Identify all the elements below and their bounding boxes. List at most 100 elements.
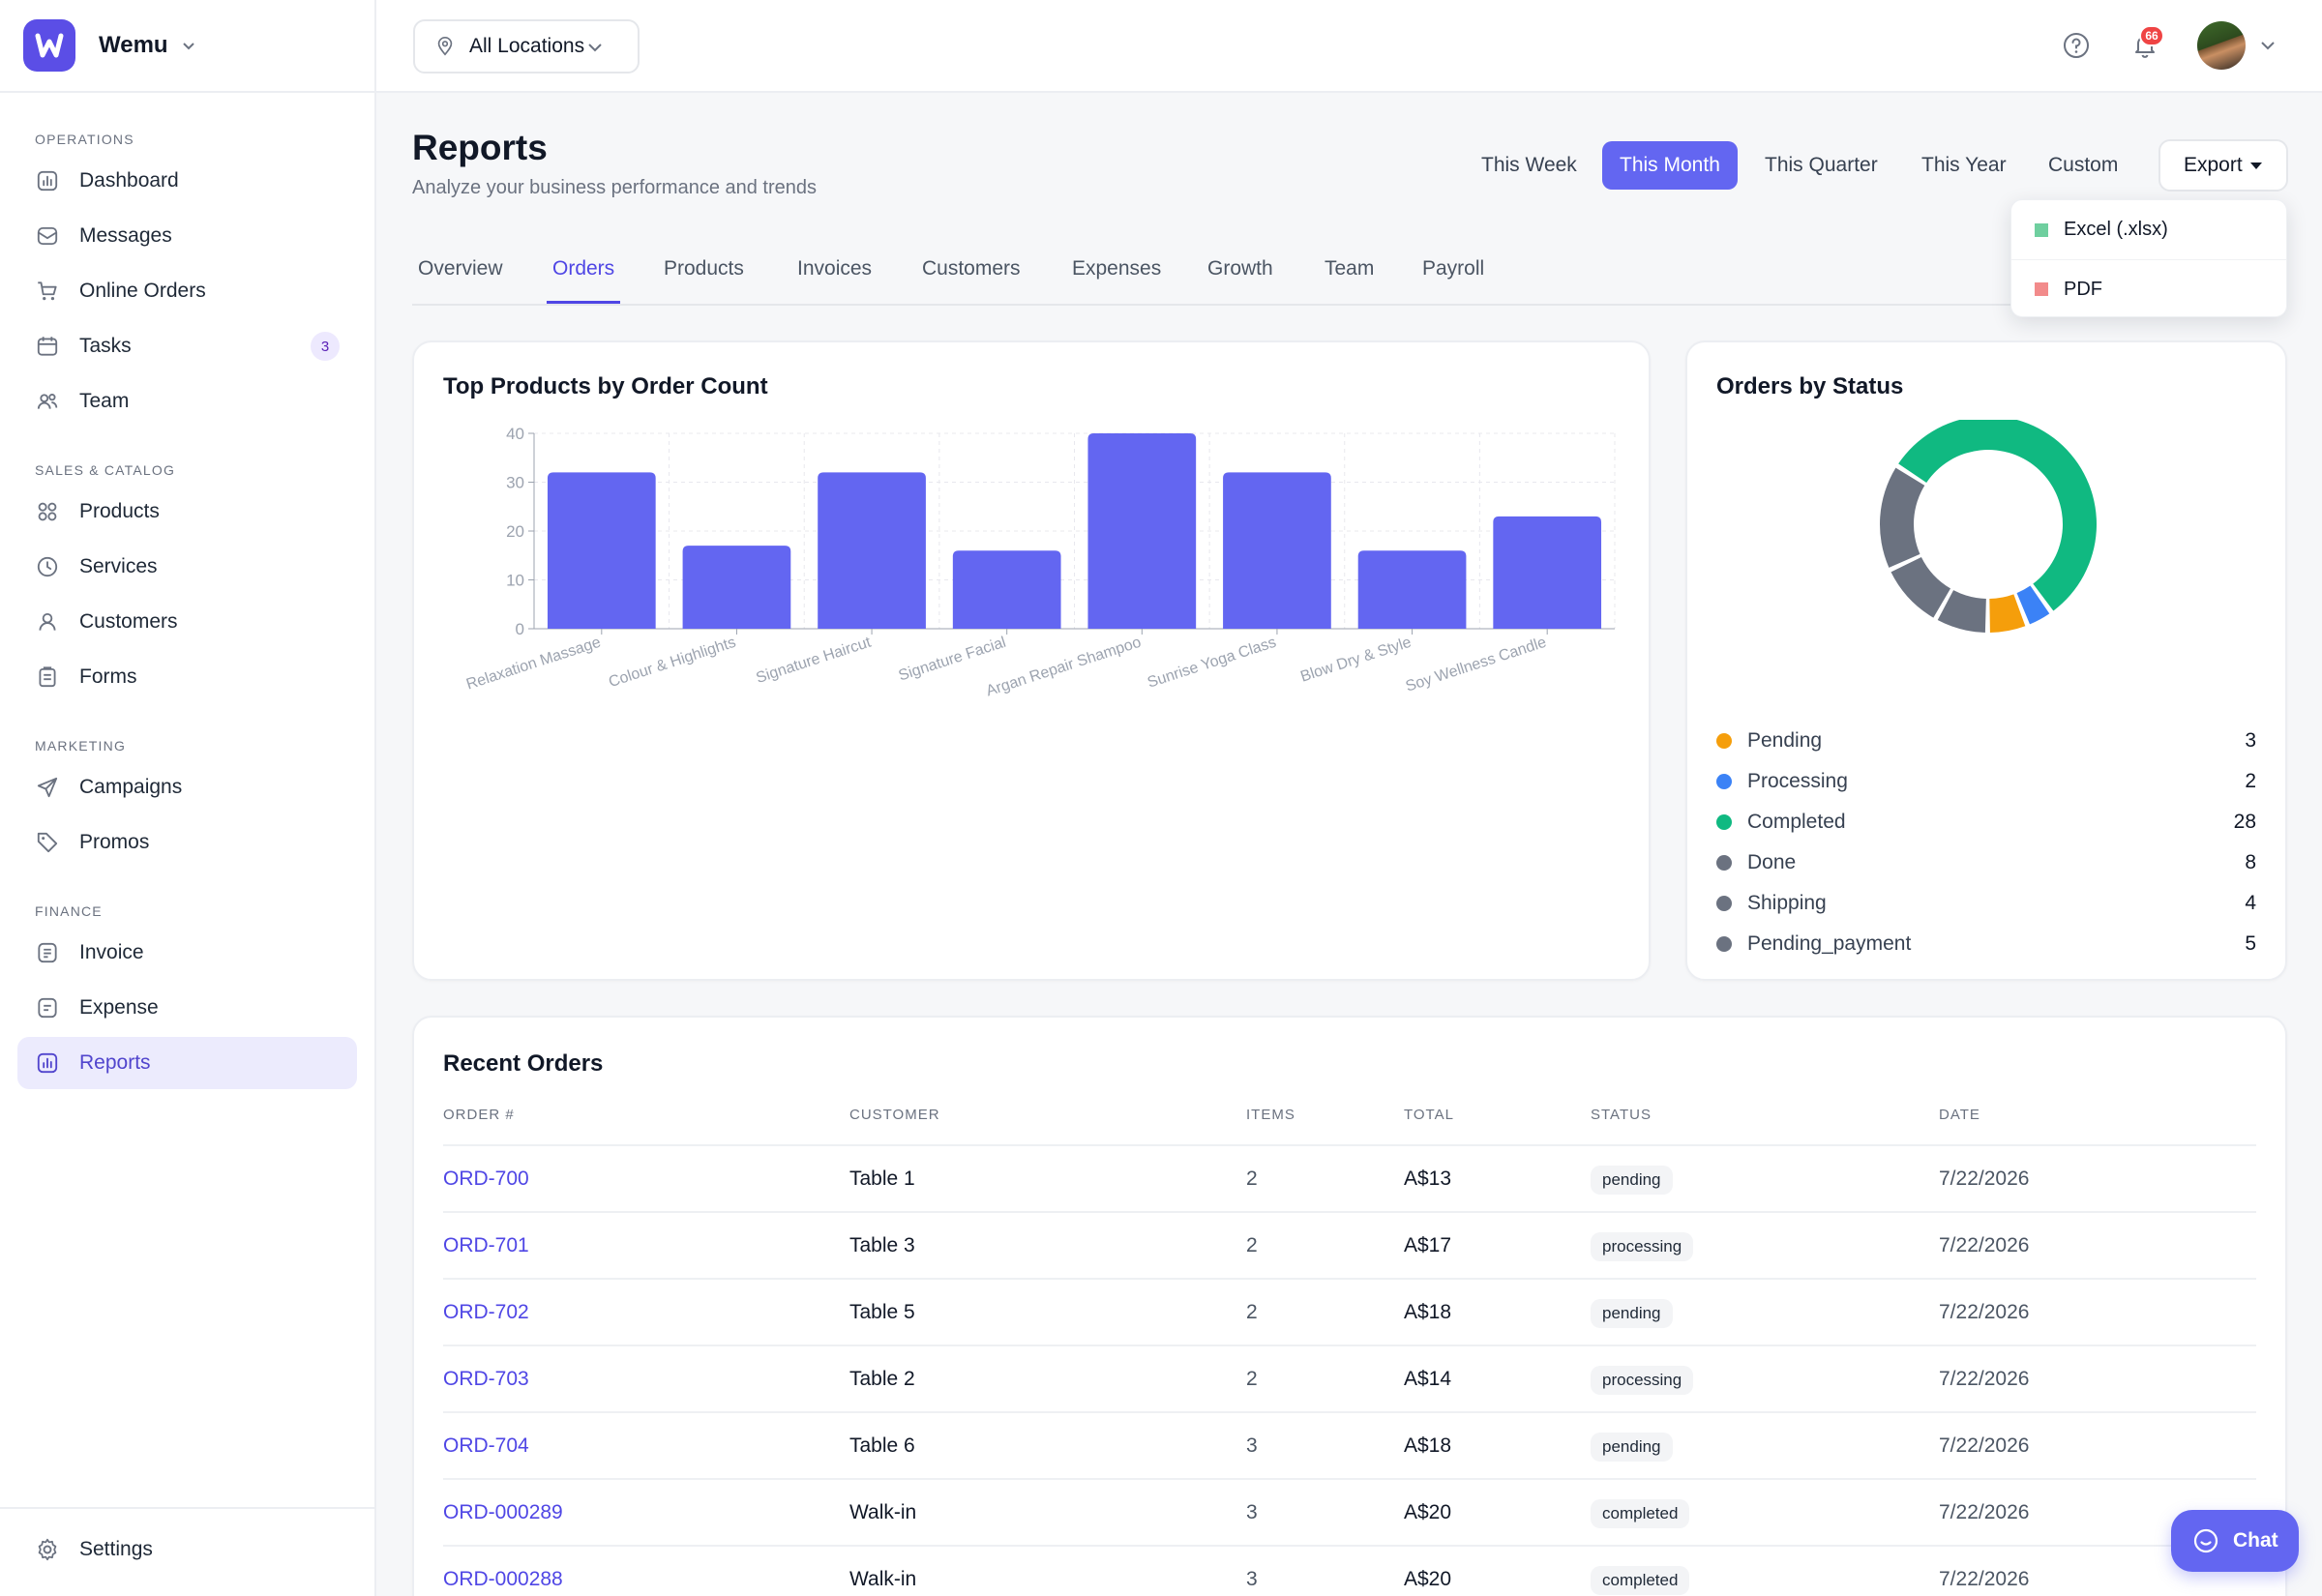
sidebar-item-services[interactable]: Services [17, 541, 357, 593]
donut-slice-shipping[interactable] [1937, 590, 1986, 633]
wemu-logo [23, 19, 75, 72]
legend-dot [1716, 896, 1732, 911]
bar[interactable] [1357, 550, 1467, 629]
sidebar-item-promos[interactable]: Promos [17, 816, 357, 869]
bar[interactable] [1223, 472, 1331, 629]
tab-expenses[interactable]: Expenses [1072, 257, 1162, 280]
page-subtitle: Analyze your business performance and tr… [412, 177, 818, 198]
sidebar-item-label: Online Orders [79, 280, 206, 302]
tab-payroll[interactable]: Payroll [1422, 257, 1485, 280]
recent-orders-card: Recent Orders ORDER # CUSTOMER ITEMS TOT… [412, 1016, 2287, 1596]
order-link[interactable]: ORD-701 [443, 1234, 529, 1256]
bar[interactable] [1087, 433, 1197, 629]
period-this-quarter[interactable]: This Quarter [1765, 154, 1878, 176]
legend-label: Pending_payment [1747, 932, 1912, 955]
sidebar-item-expense[interactable]: Expense [17, 982, 357, 1034]
tab-invoices[interactable]: Invoices [797, 257, 873, 280]
inbox-icon [37, 226, 58, 246]
donut-slice-completed[interactable] [1898, 420, 2098, 611]
table-row[interactable]: ORD-000288 Walk-in 3 A$20 completed 7/22/2026 [443, 1545, 2256, 1596]
order-link[interactable]: ORD-704 [443, 1434, 529, 1457]
sidebar-item-team[interactable]: Team [17, 375, 357, 428]
help-icon[interactable] [2062, 31, 2091, 60]
tab-orders[interactable]: Orders [547, 257, 621, 304]
bar[interactable] [1493, 516, 1602, 629]
period-custom[interactable]: Custom [2048, 154, 2119, 176]
export-pdf-option[interactable]: PDF [2011, 259, 2286, 318]
table-row[interactable]: ORD-704 Table 6 3 A$18 pending 7/22/2026 [443, 1411, 2256, 1478]
order-link[interactable]: ORD-702 [443, 1301, 529, 1323]
period-this-year[interactable]: This Year [1921, 154, 2007, 176]
sidebar-item-dashboard[interactable]: Dashboard [17, 155, 357, 207]
legend-item: Completed 28 [1716, 808, 2256, 837]
y-tick-label: 10 [506, 572, 524, 590]
export-button[interactable]: Export [2158, 139, 2288, 192]
sidebar-section-label: MARKETING [35, 738, 127, 754]
avatar[interactable] [2197, 21, 2246, 70]
sidebar-item-online-orders[interactable]: Online Orders [17, 265, 357, 317]
sidebar-item-settings[interactable]: Settings [17, 1523, 357, 1576]
sidebar-item-label: Settings [79, 1538, 153, 1560]
sidebar-item-messages[interactable]: Messages [17, 210, 357, 262]
bar[interactable] [818, 472, 926, 629]
sidebar-section-label: OPERATIONS [35, 132, 134, 147]
sidebar-footer: Settings [0, 1507, 374, 1579]
tab-customers[interactable]: Customers [922, 257, 1021, 280]
table-row[interactable]: ORD-701 Table 3 2 A$17 processing 7/22/2026 [443, 1211, 2256, 1278]
table-row[interactable]: ORD-702 Table 5 2 A$18 pending 7/22/2026 [443, 1278, 2256, 1345]
order-link[interactable]: ORD-703 [443, 1368, 529, 1390]
brand[interactable]: Wemu [0, 0, 374, 93]
x-tick-label: Soy Wellness Candle [1404, 635, 1549, 695]
period-this-week[interactable]: This Week [1481, 154, 1577, 176]
export-excel-option[interactable]: Excel (.xlsx) [2011, 200, 2286, 259]
date-cell: 7/22/2026 [1939, 1434, 2030, 1457]
chat-button[interactable]: Chat [2171, 1510, 2299, 1572]
sidebar-item-products[interactable]: Products [17, 486, 357, 538]
donut-slice-pending[interactable] [1989, 594, 2026, 633]
donut-slice-processing[interactable] [2016, 585, 2050, 625]
legend-item: Processing 2 [1716, 767, 2256, 796]
tab-growth[interactable]: Growth [1207, 257, 1273, 280]
legend-value: 8 [2245, 851, 2256, 873]
period-this-month[interactable]: This Month [1602, 141, 1738, 190]
tab-overview[interactable]: Overview [418, 257, 503, 280]
bar[interactable] [682, 546, 791, 629]
sidebar-item-campaigns[interactable]: Campaigns [17, 761, 357, 813]
legend-value: 3 [2245, 729, 2256, 752]
tab-products[interactable]: Products [664, 257, 744, 280]
sidebar-item-forms[interactable]: Forms [17, 651, 357, 703]
top-products-card: Top Products by Order Count 0 10 20 30 40 Rel… [412, 340, 1651, 981]
legend-item: Pending_payment 5 [1716, 930, 2256, 959]
order-link[interactable]: ORD-000288 [443, 1568, 563, 1590]
table-row[interactable]: ORD-700 Table 1 2 A$13 pending 7/22/2026 [443, 1144, 2256, 1211]
order-link[interactable]: ORD-700 [443, 1167, 529, 1190]
excel-icon [2035, 222, 2048, 237]
legend-label: Pending [1747, 729, 1823, 752]
location-label: All Locations [469, 35, 585, 57]
customer-cell: Table 3 [849, 1234, 915, 1256]
chart-icon [37, 170, 58, 192]
donut-slice-done[interactable] [1880, 467, 1925, 568]
bar[interactable] [547, 472, 656, 629]
table-row[interactable]: ORD-000289 Walk-in 3 A$20 completed 7/22/2026 [443, 1478, 2256, 1545]
order-link[interactable]: ORD-000289 [443, 1501, 563, 1523]
sidebar-item-tasks[interactable]: Tasks 3 [17, 320, 357, 372]
legend-value: 28 [2233, 811, 2256, 833]
items-cell: 3 [1246, 1501, 1258, 1523]
chevron-down-icon[interactable] [2259, 37, 2277, 54]
sidebar-item-customers[interactable]: Customers [17, 596, 357, 648]
donut-slice-pending_payment[interactable] [1890, 556, 1951, 618]
table-row[interactable]: ORD-703 Table 2 2 A$14 processing 7/22/2026 [443, 1345, 2256, 1411]
legend-label: Shipping [1747, 892, 1827, 914]
tab-team[interactable]: Team [1325, 257, 1375, 280]
x-tick-label: Signature Haircut [754, 634, 873, 687]
user-icon [39, 612, 56, 631]
sidebar-item-label: Dashboard [79, 169, 179, 192]
sidebar-item-invoice[interactable]: Invoice [17, 927, 357, 979]
date-cell: 7/22/2026 [1939, 1568, 2030, 1590]
sidebar-item-reports[interactable]: Reports [17, 1037, 357, 1089]
export-label: Export [2184, 154, 2243, 176]
total-cell: A$20 [1404, 1568, 1452, 1590]
bar[interactable] [952, 550, 1061, 629]
location-select[interactable]: All Locations [413, 19, 640, 74]
